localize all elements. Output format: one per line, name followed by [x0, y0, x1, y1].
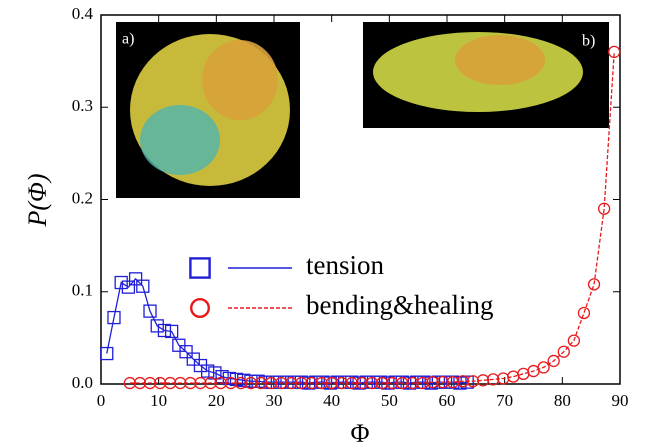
data-point — [406, 376, 419, 390]
x-tick-label: 10 — [150, 391, 167, 410]
data-point — [164, 324, 179, 339]
x-tick-label: 50 — [381, 391, 398, 410]
data-point — [547, 354, 560, 368]
data-point — [325, 376, 338, 390]
data-point — [179, 345, 193, 359]
data-point — [345, 376, 359, 390]
inset-b: b) — [363, 22, 609, 128]
data-point — [335, 376, 348, 390]
data-point — [466, 375, 480, 388]
data-point — [128, 272, 143, 286]
data-point — [204, 376, 217, 390]
data-point — [375, 376, 389, 390]
data-point — [194, 376, 207, 390]
data-point — [143, 376, 157, 390]
data-point — [517, 367, 530, 381]
inset-shape — [455, 35, 545, 85]
y-tick-label: 0.1 — [72, 281, 93, 300]
x-tick-label: 0 — [97, 391, 106, 410]
data-point — [174, 376, 187, 390]
data-point — [244, 374, 258, 388]
data-point — [280, 375, 294, 389]
data-point — [143, 304, 157, 318]
data-point — [234, 376, 247, 390]
data-point — [201, 364, 215, 378]
inset-shape — [140, 105, 220, 175]
data-point — [355, 376, 369, 390]
data-point — [184, 376, 197, 390]
data-point — [305, 376, 318, 390]
legend-marker — [189, 257, 211, 279]
data-point — [214, 376, 227, 390]
series-line — [129, 51, 615, 384]
y-tick-label: 0.2 — [72, 188, 93, 207]
data-point — [107, 310, 121, 325]
x-axis-label: Φ — [350, 419, 369, 448]
data-point — [597, 202, 611, 215]
data-point — [264, 376, 278, 390]
data-point — [330, 375, 345, 389]
legend-marker — [190, 297, 211, 318]
data-point — [537, 361, 550, 374]
data-point — [386, 376, 399, 390]
data-point — [133, 376, 147, 390]
data-point — [567, 334, 581, 347]
data-point — [456, 375, 470, 388]
data-point — [426, 376, 439, 389]
data-point — [557, 345, 570, 358]
data-point — [301, 376, 316, 390]
legend-label: tension — [306, 250, 384, 280]
x-tick-label: 20 — [208, 391, 225, 410]
data-point — [587, 278, 601, 291]
data-point — [365, 376, 379, 390]
data-point — [460, 375, 474, 389]
data-point — [121, 280, 136, 294]
x-tick-label: 30 — [266, 391, 283, 410]
data-point — [486, 373, 500, 386]
data-point — [153, 376, 167, 390]
x-tick-label: 80 — [554, 391, 571, 410]
data-point — [244, 376, 258, 390]
data-point — [136, 279, 150, 293]
y-tick-label: 0.0 — [72, 373, 93, 392]
data-point — [416, 376, 429, 390]
y-tick-label: 0.3 — [72, 96, 93, 115]
data-point — [150, 319, 164, 333]
inset-label: b) — [582, 33, 595, 50]
x-tick-label: 40 — [323, 391, 340, 410]
inset-label: a) — [122, 31, 134, 48]
x-tick-label: 60 — [439, 391, 456, 410]
data-point — [315, 376, 328, 390]
x-tick-label: 90 — [612, 391, 629, 410]
data-point — [285, 376, 298, 390]
data-point — [359, 375, 373, 389]
data-point — [410, 375, 424, 389]
data-point — [446, 376, 459, 389]
data-point — [309, 375, 323, 389]
inset-a: a) — [116, 22, 300, 198]
data-point — [114, 275, 128, 290]
data-point — [237, 373, 251, 387]
data-point — [100, 346, 114, 361]
data-point — [476, 374, 490, 387]
data-point — [396, 376, 409, 390]
data-point — [275, 376, 288, 390]
data-point — [258, 375, 273, 389]
data-point — [436, 376, 449, 389]
data-point — [295, 376, 308, 390]
data-point — [164, 376, 177, 390]
data-point — [577, 306, 591, 320]
data-point — [254, 376, 268, 390]
data-point — [123, 376, 136, 390]
y-tick-label: 0.4 — [72, 4, 94, 23]
legend-label: bending&healing — [306, 290, 493, 320]
x-tick-label: 70 — [496, 391, 513, 410]
data-point — [608, 45, 621, 59]
data-point — [157, 323, 172, 338]
y-axis-label: P(Φ) — [23, 174, 52, 228]
data-point — [224, 376, 237, 390]
data-point — [507, 370, 520, 383]
inset-shape — [202, 40, 278, 120]
